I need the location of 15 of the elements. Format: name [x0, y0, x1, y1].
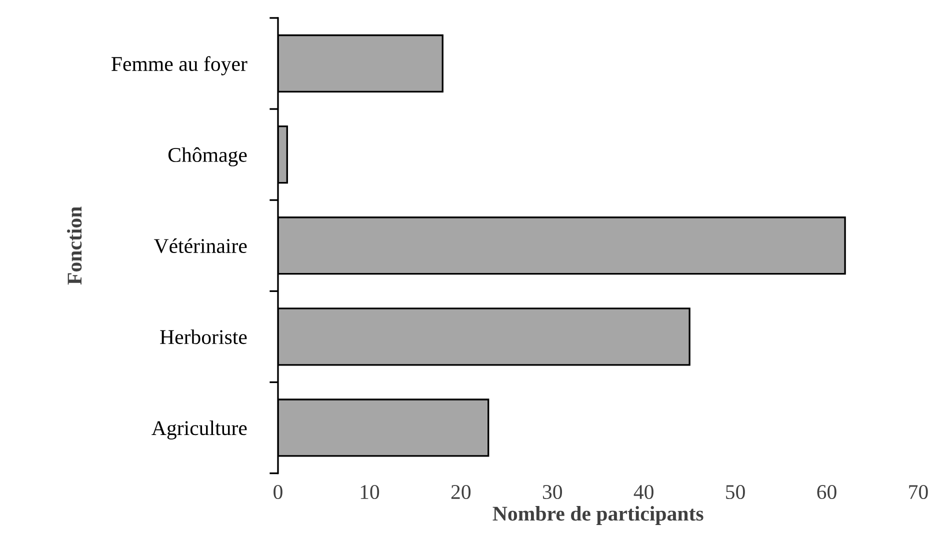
y-tick-label: Agriculture — [152, 420, 247, 440]
x-tick-label: 20 — [451, 484, 471, 500]
x-axis-title: Nombre de participants — [492, 506, 704, 525]
y-tick-label: Vétérinaire — [154, 238, 247, 254]
y-axis-title: Fonction — [67, 206, 82, 285]
x-tick-label: 0 — [274, 484, 282, 500]
x-tick-label: 60 — [817, 484, 836, 500]
y-tick-label: Chômage — [168, 147, 247, 166]
x-tick-label: 40 — [634, 484, 654, 500]
y-tick-label: Femme au foyer — [112, 56, 248, 76]
x-tick-label: 10 — [360, 484, 380, 500]
x-tick-label: 30 — [542, 484, 562, 500]
x-tick-label: 50 — [726, 484, 745, 500]
x-tick-label: 70 — [909, 484, 928, 500]
y-tick-label: Herboriste — [160, 329, 247, 344]
